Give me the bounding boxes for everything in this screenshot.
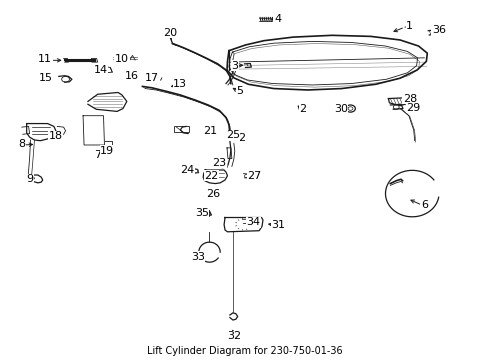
- Text: Lift Cylinder Diagram for 230-750-01-36: Lift Cylinder Diagram for 230-750-01-36: [146, 346, 342, 356]
- Text: 14: 14: [93, 65, 107, 75]
- Polygon shape: [27, 123, 56, 141]
- Polygon shape: [203, 170, 227, 184]
- Text: 10: 10: [115, 54, 129, 64]
- Text: 1: 1: [406, 21, 412, 31]
- Polygon shape: [224, 217, 263, 232]
- Text: 26: 26: [206, 189, 220, 199]
- Text: 2: 2: [299, 104, 306, 114]
- Text: 3: 3: [231, 61, 238, 71]
- Text: 7: 7: [94, 150, 101, 160]
- Text: 24: 24: [180, 165, 194, 175]
- Text: 23: 23: [212, 158, 226, 168]
- Text: 5: 5: [236, 86, 243, 96]
- Polygon shape: [88, 93, 126, 111]
- Polygon shape: [28, 175, 42, 183]
- Text: 12: 12: [232, 133, 246, 143]
- Text: 30: 30: [333, 104, 347, 113]
- Polygon shape: [83, 116, 104, 145]
- Polygon shape: [387, 98, 405, 106]
- Text: 8: 8: [18, 139, 25, 149]
- Text: 36: 36: [431, 25, 445, 35]
- Text: 13: 13: [173, 79, 187, 89]
- Text: 34: 34: [245, 217, 260, 227]
- Text: 4: 4: [273, 14, 281, 24]
- Text: 31: 31: [271, 220, 285, 230]
- Text: 9: 9: [26, 174, 33, 184]
- Text: 17: 17: [145, 73, 159, 83]
- Text: 15: 15: [39, 73, 53, 83]
- Text: 19: 19: [100, 146, 114, 156]
- Text: 6: 6: [420, 200, 427, 210]
- Text: 29: 29: [406, 103, 420, 113]
- Text: 22: 22: [204, 171, 218, 181]
- Text: 21: 21: [203, 126, 217, 136]
- Text: 35: 35: [194, 208, 208, 218]
- Text: 18: 18: [49, 131, 63, 141]
- Text: 20: 20: [163, 28, 177, 38]
- Text: 11: 11: [38, 54, 52, 64]
- Text: 28: 28: [402, 94, 416, 104]
- Text: 25: 25: [225, 130, 240, 140]
- Text: 27: 27: [246, 171, 261, 181]
- Text: 32: 32: [226, 332, 241, 342]
- Text: 16: 16: [124, 71, 139, 81]
- Text: 33: 33: [190, 252, 204, 262]
